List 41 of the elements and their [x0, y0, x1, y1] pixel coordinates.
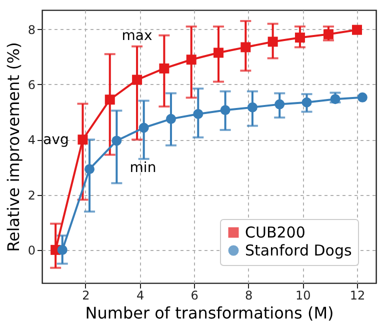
- annotation: max: [122, 28, 152, 44]
- point: [323, 29, 334, 40]
- x-tick-label: 12: [350, 288, 366, 302]
- point: [357, 92, 368, 102]
- point: [214, 48, 224, 58]
- point: [274, 99, 285, 110]
- y-tick-label: 8: [28, 22, 36, 37]
- point: [193, 108, 204, 119]
- point: [186, 54, 196, 65]
- y-tick-label: 4: [28, 133, 36, 148]
- y-tick-label: 6: [28, 78, 36, 92]
- point: [352, 24, 362, 35]
- point: [240, 42, 251, 52]
- x-axis-title: Number of transformations (M): [85, 304, 334, 322]
- point: [220, 105, 230, 116]
- point: [132, 74, 142, 85]
- y-tick-label: 2: [28, 188, 36, 202]
- annotation: min: [130, 160, 156, 176]
- y-tick-label: 0: [28, 243, 36, 258]
- point: [78, 134, 88, 145]
- point: [159, 63, 170, 74]
- x-tick-label: 8: [245, 288, 253, 302]
- x-tick-label: 10: [296, 288, 311, 302]
- point: [247, 102, 258, 112]
- x-tick-label: 6: [190, 288, 198, 302]
- point: [302, 97, 312, 108]
- point: [268, 36, 278, 47]
- point: [112, 136, 122, 146]
- annotation: avg: [43, 132, 69, 148]
- point: [104, 94, 115, 105]
- point: [330, 94, 340, 104]
- point: [138, 122, 149, 133]
- y-axis-title: Relative improvement (%): [4, 42, 23, 252]
- x-tick-label: 2: [82, 288, 90, 302]
- point: [166, 114, 176, 124]
- legend-label: CUB200: [245, 224, 306, 242]
- legend-label: Stanford Dogs: [245, 242, 352, 260]
- point: [57, 244, 68, 255]
- x-tick-label: 4: [136, 288, 144, 302]
- point: [294, 32, 305, 43]
- point: [84, 164, 95, 174]
